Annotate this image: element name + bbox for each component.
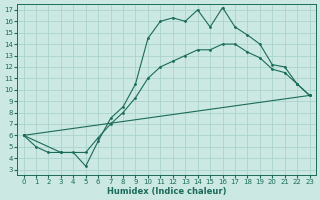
X-axis label: Humidex (Indice chaleur): Humidex (Indice chaleur) — [107, 187, 226, 196]
